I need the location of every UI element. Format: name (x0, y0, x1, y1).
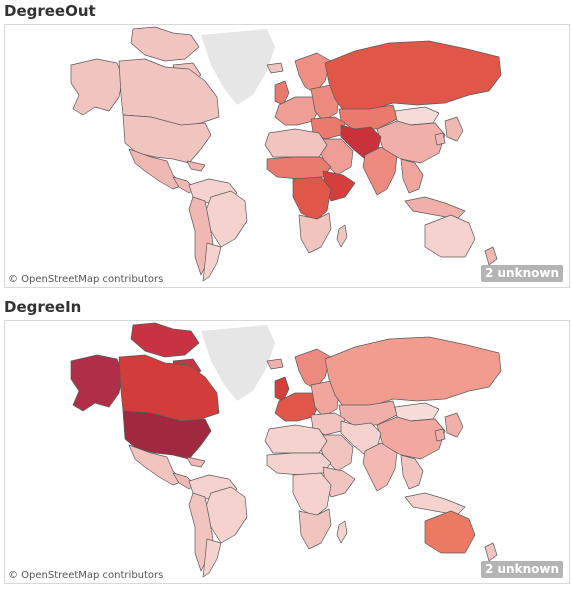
degree-in-attribution[interactable]: © OpenStreetMap contributors (8, 570, 164, 581)
region-indonesia[interactable] (404, 492, 466, 516)
degree-out-unknown-badge[interactable]: 2 unknown (481, 265, 563, 282)
region-north-africa[interactable] (264, 128, 328, 158)
region-southern-africa[interactable] (298, 212, 332, 254)
degree-in-map[interactable]: © OpenStreetMap contributors 2 unknown (4, 320, 570, 584)
region-central-africa[interactable] (292, 176, 332, 222)
region-britain[interactable] (274, 80, 290, 106)
region-mexico[interactable] (128, 148, 184, 190)
region-southern-cone[interactable] (202, 242, 222, 282)
region-indonesia[interactable] (404, 196, 466, 220)
region-new-zealand[interactable] (484, 542, 498, 562)
region-madagascar[interactable] (336, 520, 348, 544)
region-russia[interactable] (324, 336, 502, 410)
region-sahel[interactable] (266, 156, 332, 180)
region-sahel[interactable] (266, 452, 332, 476)
degree-out-map-svg[interactable] (5, 25, 569, 287)
region-india[interactable] (362, 146, 398, 196)
region-australia[interactable] (424, 510, 476, 554)
region-new-zealand[interactable] (484, 246, 498, 266)
region-alaska[interactable] (70, 354, 124, 412)
region-se-asia[interactable] (400, 454, 424, 490)
region-southern-africa[interactable] (298, 508, 332, 550)
degree-out-attribution[interactable]: © OpenStreetMap contributors (8, 274, 164, 285)
region-japan-korea[interactable] (434, 116, 464, 146)
degree-in-panel: DegreeIn © OpenStreetMap contributors 2 … (0, 296, 572, 589)
region-mexico[interactable] (128, 444, 184, 486)
degree-out-panel: DegreeOut © OpenStreetMap contributors 2… (4, 2, 570, 288)
region-britain[interactable] (274, 376, 290, 402)
region-alaska[interactable] (70, 58, 124, 116)
region-southern-cone[interactable] (202, 538, 222, 578)
degree-out-map[interactable]: © OpenStreetMap contributors 2 unknown (4, 24, 570, 288)
region-iceland[interactable] (266, 62, 284, 74)
region-north-africa[interactable] (264, 424, 328, 454)
degree-in-unknown-badge[interactable]: 2 unknown (481, 561, 563, 578)
region-australia[interactable] (424, 214, 476, 258)
region-se-asia[interactable] (400, 158, 424, 194)
degree-in-title: DegreeIn (4, 298, 82, 316)
region-madagascar[interactable] (336, 224, 348, 248)
region-iceland[interactable] (266, 358, 284, 370)
region-india[interactable] (362, 442, 398, 492)
region-greenland (201, 325, 275, 401)
degree-out-title: DegreeOut (4, 2, 96, 20)
region-central-africa[interactable] (292, 472, 332, 518)
region-greenland (201, 29, 275, 105)
degree-in-map-svg[interactable] (5, 321, 569, 583)
region-japan-korea[interactable] (434, 412, 464, 442)
region-russia[interactable] (324, 40, 502, 114)
